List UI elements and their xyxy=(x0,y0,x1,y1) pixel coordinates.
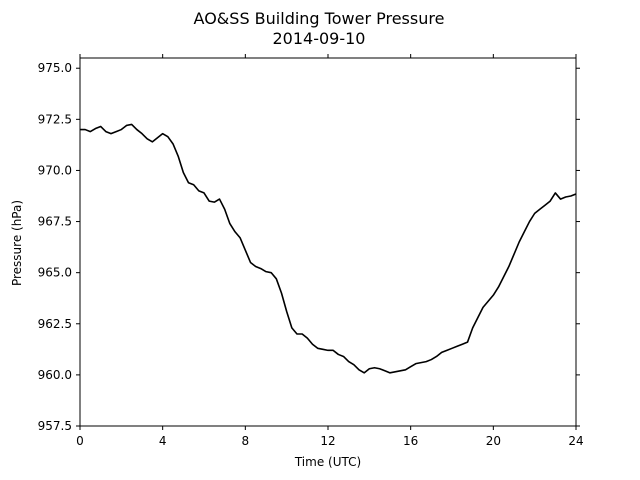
y-tick-label: 972.5 xyxy=(38,112,72,126)
x-axis-label: Time (UTC) xyxy=(294,455,361,469)
y-tick-label: 960.0 xyxy=(38,368,72,382)
y-axis-label: Pressure (hPa) xyxy=(10,200,24,286)
x-tick-label: 24 xyxy=(568,434,583,448)
x-tick-label: 12 xyxy=(320,434,335,448)
x-tick-label: 0 xyxy=(76,434,84,448)
y-tick-label: 965.0 xyxy=(38,266,72,280)
y-tick-label: 975.0 xyxy=(38,61,72,75)
plot-area-frame xyxy=(79,57,577,427)
y-tick-label: 970.0 xyxy=(38,163,72,177)
x-tick-label: 20 xyxy=(486,434,501,448)
y-tick-label: 962.5 xyxy=(38,317,72,331)
x-tick-label: 16 xyxy=(403,434,418,448)
chart-subtitle-date: 2014-09-10 xyxy=(273,29,366,48)
y-tick-label: 957.5 xyxy=(38,419,72,433)
x-tick-label: 8 xyxy=(242,434,250,448)
pressure-series-line xyxy=(80,123,577,374)
x-tick-label: 4 xyxy=(159,434,167,448)
y-tick-label: 967.5 xyxy=(38,215,72,229)
chart-title: AO&SS Building Tower Pressure xyxy=(194,9,445,28)
